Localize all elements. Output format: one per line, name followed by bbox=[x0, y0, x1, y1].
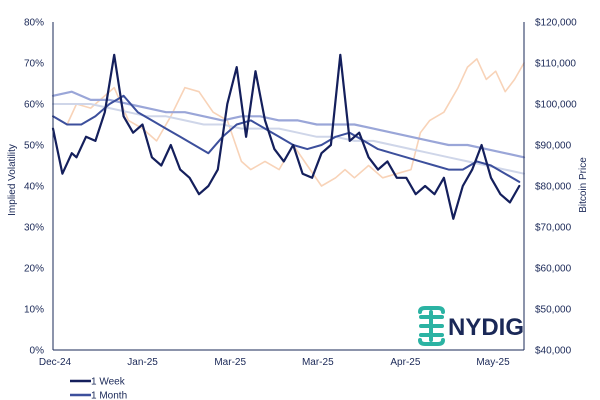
nydig-logo-icon bbox=[418, 306, 445, 346]
logo-text: NYDIG bbox=[448, 314, 524, 341]
left-tick-label: 70% bbox=[24, 59, 44, 70]
right-axis-title: Bitcoin Price bbox=[578, 157, 589, 213]
series-line-4 bbox=[52, 58, 525, 187]
right-tick-label: $90,000 bbox=[535, 141, 572, 152]
right-tick-label: $60,000 bbox=[535, 264, 572, 275]
left-tick-label: 30% bbox=[24, 223, 44, 234]
right-tick-label: $110,000 bbox=[535, 59, 576, 70]
legend: 1 Week 1 Month bbox=[70, 377, 127, 400]
left-axis-title: Implied Volatility bbox=[7, 144, 18, 216]
legend-label: 1 Month bbox=[91, 391, 127, 400]
left-tick-label: 0% bbox=[30, 346, 45, 357]
x-tick-label: May-25 bbox=[476, 357, 510, 368]
series-line-1 bbox=[52, 94, 521, 183]
x-tick-label: Mar-25 bbox=[214, 357, 246, 368]
axes bbox=[52, 22, 525, 351]
series-line-0 bbox=[51, 53, 521, 220]
right-tick-label: $120,000 bbox=[535, 18, 577, 29]
series-line-2 bbox=[51, 90, 526, 159]
left-tick-label: 40% bbox=[24, 182, 44, 193]
left-tick-label: 80% bbox=[24, 18, 44, 29]
x-tick-label: Mar-25 bbox=[302, 357, 334, 368]
x-tick-label: Apr-25 bbox=[390, 357, 420, 368]
nydig-logo: NYDIG bbox=[418, 306, 524, 346]
x-tick-label: Dec-24 bbox=[39, 357, 72, 368]
right-tick-label: $100,000 bbox=[535, 100, 577, 111]
left-tick-label: 10% bbox=[24, 305, 44, 316]
left-tick-label: 20% bbox=[24, 264, 44, 275]
tick-labels: 0% 10% 20% 30% 40% 50% 60% 70% 80% $40,000 $50,000… bbox=[24, 18, 577, 369]
legend-label: 1 Week bbox=[91, 377, 126, 388]
right-tick-label: $70,000 bbox=[535, 223, 572, 234]
right-tick-label: $50,000 bbox=[535, 305, 572, 316]
left-tick-label: 60% bbox=[24, 100, 44, 111]
series-line-3 bbox=[52, 103, 525, 175]
left-tick-label: 50% bbox=[24, 141, 44, 152]
right-tick-label: $40,000 bbox=[535, 346, 572, 357]
x-tick-label: Jan-25 bbox=[127, 357, 158, 368]
plot-area bbox=[51, 53, 526, 220]
right-tick-label: $80,000 bbox=[535, 182, 572, 193]
